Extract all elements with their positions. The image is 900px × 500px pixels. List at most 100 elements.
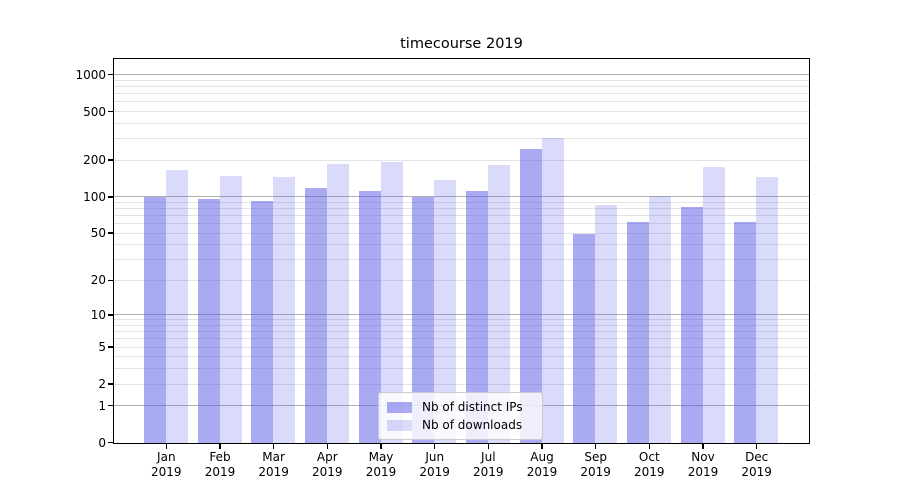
x-tick-label-may: May 2019 xyxy=(353,450,409,480)
bar-distinct-ips-nov xyxy=(680,207,703,443)
bar-downloads-dec xyxy=(756,176,779,443)
gridline-500 xyxy=(114,111,809,112)
gridline-8 xyxy=(114,325,809,326)
gridline-40 xyxy=(114,244,809,246)
x-tick-mark-mar xyxy=(272,444,275,449)
y-tick-label-200: 200 xyxy=(83,153,106,168)
x-tick-mark-jul xyxy=(487,444,490,449)
legend-item-downloads: Nb of downloads xyxy=(387,416,534,434)
bar-downloads-sep xyxy=(595,204,618,443)
x-tick-year: 2019 xyxy=(634,465,665,479)
gridline-50 xyxy=(114,232,809,234)
bar-downloads-jan xyxy=(165,170,188,443)
bar-distinct-ips-jun xyxy=(412,197,435,443)
x-tick-month: Oct xyxy=(638,450,660,464)
x-tick-month: Dec xyxy=(745,450,769,464)
gridline-300 xyxy=(114,138,809,140)
chart-title: timecourse 2019 xyxy=(400,36,523,52)
x-tick-month: Sep xyxy=(584,450,607,464)
bar-downloads-mar xyxy=(273,177,296,443)
bar-downloads-aug xyxy=(541,138,564,443)
gridline-600 xyxy=(114,101,809,103)
x-tick-mark-nov xyxy=(702,444,704,449)
gridline-30 xyxy=(114,259,809,261)
y-tick-label-1000: 1000 xyxy=(75,67,106,82)
x-tick-year: 2019 xyxy=(312,465,343,479)
bar-downloads-jun xyxy=(434,180,457,443)
y-tick-mark-1000 xyxy=(108,73,113,76)
y-tick-label-2: 2 xyxy=(98,377,106,391)
x-tick-year: 2019 xyxy=(741,465,772,479)
y-tick-label-50: 50 xyxy=(90,226,106,241)
gridline-900 xyxy=(114,79,809,81)
x-tick-year: 2019 xyxy=(580,465,611,479)
y-tick-label-1: 1 xyxy=(98,398,106,413)
legend-swatch-downloads xyxy=(387,419,412,431)
x-tick-month: Feb xyxy=(209,450,231,464)
bar-distinct-ips-sep xyxy=(573,233,596,443)
x-tick-mark-may xyxy=(380,444,382,449)
gridline-5 xyxy=(114,346,809,348)
y-tick-mark-5 xyxy=(108,346,113,348)
gridline-20 xyxy=(114,279,809,281)
gridline-60 xyxy=(114,223,809,225)
gridline-100 xyxy=(114,196,809,198)
gridline-10 xyxy=(114,314,809,316)
legend-swatch-distinct-ips xyxy=(387,401,412,413)
y-tick-label-100: 100 xyxy=(83,189,106,204)
bar-distinct-ips-aug xyxy=(519,148,542,443)
x-tick-mark-feb xyxy=(219,444,221,449)
y-tick-mark-50 xyxy=(108,232,113,234)
y-tick-mark-200 xyxy=(108,159,113,161)
x-tick-year: 2019 xyxy=(687,465,719,479)
y-tick-label-20: 20 xyxy=(90,273,106,288)
y-tick-mark-500 xyxy=(108,110,113,113)
x-tick-mark-apr xyxy=(326,444,329,449)
x-tick-month: Mar xyxy=(262,450,285,464)
y-tick-mark-1 xyxy=(108,404,113,407)
legend-label-downloads: Nb of downloads xyxy=(422,418,523,432)
x-tick-year: 2019 xyxy=(473,465,504,479)
x-tick-label-feb: Feb 2019 xyxy=(192,450,248,480)
bar-distinct-ips-dec xyxy=(734,221,757,443)
bar-distinct-ips-oct xyxy=(626,222,649,443)
gridline-700 xyxy=(114,93,809,95)
y-tick-label-5: 5 xyxy=(98,340,106,355)
y-tick-label-0: 0 xyxy=(98,435,106,450)
x-tick-mark-jan xyxy=(165,444,168,449)
gridline-6 xyxy=(114,338,809,340)
plot-area: Nb of distinct IPs Nb of downloads xyxy=(113,58,810,444)
x-tick-label-oct: Oct 2019 xyxy=(621,450,677,480)
bar-downloads-oct xyxy=(648,196,671,443)
y-tick-label-500: 500 xyxy=(83,104,106,119)
x-tick-label-aug: Aug 2019 xyxy=(514,450,570,480)
x-tick-year: 2019 xyxy=(204,465,236,479)
bar-downloads-apr xyxy=(326,163,349,443)
x-tick-year: 2019 xyxy=(365,465,397,479)
x-tick-month: May xyxy=(368,450,394,464)
gridline-1000 xyxy=(114,74,809,76)
bar-distinct-ips-jul xyxy=(465,191,488,443)
x-tick-year: 2019 xyxy=(258,465,289,479)
bar-distinct-ips-jan xyxy=(143,197,166,443)
x-tick-month: Jun xyxy=(425,450,445,464)
gridline-90 xyxy=(114,201,809,203)
gridline-200 xyxy=(114,159,809,161)
x-tick-mark-oct xyxy=(648,444,651,449)
gridline-4 xyxy=(114,356,809,358)
x-tick-month: Apr xyxy=(316,450,338,464)
x-tick-label-jun: Jun 2019 xyxy=(407,450,463,480)
x-tick-year: 2019 xyxy=(526,465,558,479)
y-tick-label-10: 10 xyxy=(90,307,106,322)
bar-distinct-ips-mar xyxy=(251,201,274,443)
x-tick-label-apr: Apr 2019 xyxy=(299,450,355,480)
x-tick-mark-dec xyxy=(755,444,758,449)
x-tick-month: Nov xyxy=(691,450,715,464)
x-tick-mark-jun xyxy=(433,444,436,449)
x-tick-label-mar: Mar 2019 xyxy=(246,450,302,480)
bar-downloads-nov xyxy=(702,166,725,443)
bar-downloads-may xyxy=(380,162,403,443)
x-tick-label-nov: Nov 2019 xyxy=(675,450,731,480)
gridline-7 xyxy=(114,331,809,333)
